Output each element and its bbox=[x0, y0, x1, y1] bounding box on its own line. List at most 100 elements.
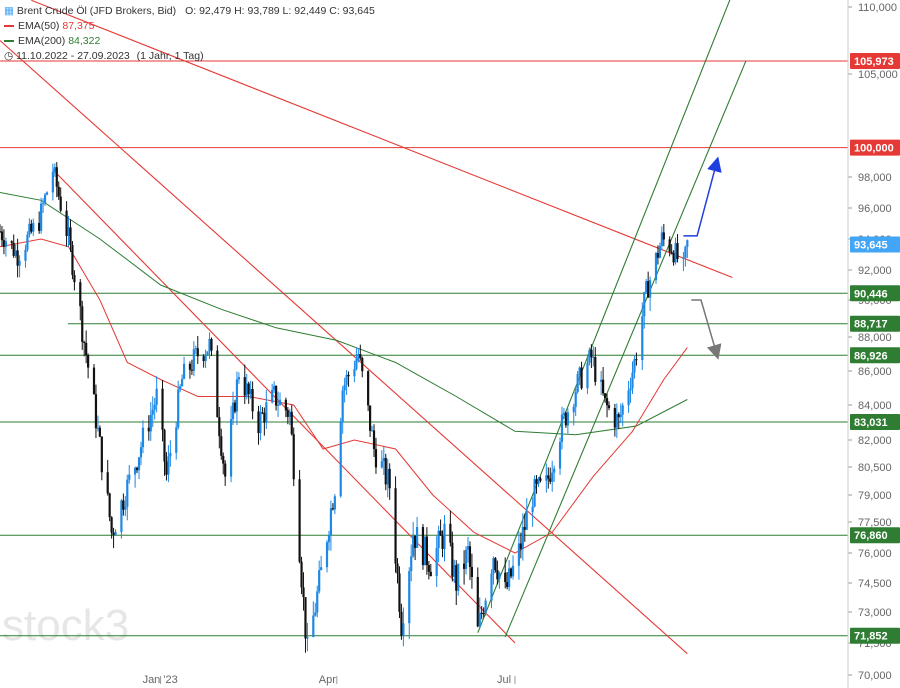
candle-body-13 bbox=[32, 222, 35, 232]
candle-body-193 bbox=[525, 512, 528, 530]
candle-body-68 bbox=[182, 363, 186, 379]
chart-legend: ▦ Brent Crude Öl (JFD Brokers, Bid) O: 9… bbox=[4, 4, 375, 64]
ema200-line bbox=[0, 192, 688, 436]
watermark: stock3 bbox=[2, 601, 129, 650]
candle-body-234 bbox=[641, 316, 644, 361]
candle-body-85 bbox=[231, 402, 235, 420]
x-tick-label-2: Jul bbox=[497, 674, 511, 686]
candle-body-76 bbox=[206, 351, 209, 356]
candle-body-45 bbox=[122, 500, 125, 510]
candle-body-140 bbox=[382, 458, 385, 462]
candle-body-57 bbox=[153, 404, 156, 410]
candle-body-134 bbox=[367, 371, 370, 406]
candle-body-26 bbox=[69, 227, 72, 246]
candle-body-47 bbox=[126, 479, 129, 507]
candle-body-236 bbox=[645, 281, 648, 293]
candle-body-88 bbox=[237, 377, 240, 380]
candle-body-64 bbox=[175, 427, 178, 453]
candle-body-242 bbox=[660, 232, 663, 247]
level-badge-5 bbox=[850, 347, 900, 364]
candle-body-135 bbox=[368, 405, 372, 431]
candle-body-70 bbox=[190, 369, 194, 371]
y-tick-label-14: 76,000 bbox=[858, 548, 892, 560]
level-badge-4 bbox=[850, 315, 900, 332]
candle-body-50 bbox=[135, 467, 139, 471]
candle-body-115 bbox=[314, 612, 317, 616]
candle-body-211 bbox=[576, 374, 579, 392]
candle-body-172 bbox=[468, 546, 472, 568]
ohlc-values: O: 92,479 H: 93,789 L: 92,449 C: 93,645 bbox=[185, 5, 375, 17]
chart-icon: ▦ bbox=[4, 5, 14, 17]
candle-body-29 bbox=[79, 282, 82, 307]
candle-body-154 bbox=[421, 527, 425, 566]
trendline-1 bbox=[52, 169, 516, 644]
candle-body-178 bbox=[484, 600, 487, 614]
candle-body-118 bbox=[320, 567, 323, 571]
candle-body-166 bbox=[453, 565, 456, 577]
candle-body-67 bbox=[181, 378, 184, 387]
candle-body-179 bbox=[490, 573, 493, 601]
y-tick-label-13: 77,500 bbox=[858, 517, 892, 529]
candle-body-16 bbox=[41, 203, 45, 205]
trendline-0 bbox=[0, 40, 688, 655]
candle-body-190 bbox=[519, 543, 522, 549]
candle-body-6 bbox=[14, 250, 17, 256]
y-tick-label-15: 74,500 bbox=[858, 578, 892, 590]
candle-body-216 bbox=[590, 349, 593, 358]
candle-body-212 bbox=[578, 367, 581, 375]
candle-body-139 bbox=[380, 461, 383, 468]
candle-body-138 bbox=[374, 449, 378, 468]
candle-body-243 bbox=[662, 232, 665, 240]
candle-body-214 bbox=[586, 362, 589, 389]
candle-body-101 bbox=[275, 385, 278, 406]
candle-body-141 bbox=[384, 458, 387, 485]
candle-body-215 bbox=[588, 349, 591, 363]
level-badge-label-2: 93,645 bbox=[854, 240, 888, 252]
candle-body-123 bbox=[333, 496, 336, 510]
candle-body-151 bbox=[412, 535, 415, 557]
candle-body-157 bbox=[427, 565, 430, 572]
candle-body-199 bbox=[545, 475, 548, 481]
candle-body-125 bbox=[341, 390, 344, 423]
candle-body-160 bbox=[437, 530, 440, 548]
candle-body-107 bbox=[290, 411, 293, 435]
candle-body-10 bbox=[26, 234, 29, 250]
candle-body-127 bbox=[345, 374, 348, 385]
candle-body-176 bbox=[480, 612, 483, 614]
candle-body-197 bbox=[537, 478, 540, 484]
candle-body-111 bbox=[302, 587, 305, 598]
candle-body-230 bbox=[629, 388, 632, 391]
candle-body-86 bbox=[233, 402, 237, 412]
candle-body-186 bbox=[508, 568, 511, 588]
candle-body-42 bbox=[112, 532, 115, 536]
candle-body-239 bbox=[654, 252, 658, 281]
candle-body-195 bbox=[533, 479, 536, 507]
candle-body-61 bbox=[165, 461, 168, 475]
ema200-swatch bbox=[4, 40, 14, 43]
candle-body-94 bbox=[257, 411, 260, 434]
candle-body-175 bbox=[478, 612, 481, 627]
chart-title: Brent Crude Öl (JFD Brokers, Bid) bbox=[16, 5, 177, 17]
candle-body-121 bbox=[329, 508, 333, 536]
candle-body-170 bbox=[464, 549, 468, 569]
candle-body-113 bbox=[306, 636, 309, 639]
candle-body-117 bbox=[318, 570, 321, 592]
candle-body-106 bbox=[288, 411, 291, 417]
x-tick-label-1: Apr bbox=[319, 674, 336, 686]
candle-body-62 bbox=[167, 456, 170, 475]
candle-body-248 bbox=[676, 243, 679, 259]
candle-body-156 bbox=[425, 536, 428, 566]
candle-body-82 bbox=[222, 455, 225, 464]
candle-body-74 bbox=[202, 356, 205, 362]
y-tick-label-18: 70,000 bbox=[858, 670, 892, 682]
candle-body-208 bbox=[566, 412, 569, 426]
y-tick-label-9: 84,000 bbox=[858, 400, 892, 412]
candle-body-60 bbox=[163, 429, 166, 462]
candle-body-158 bbox=[429, 571, 432, 577]
candle-body-192 bbox=[523, 526, 526, 530]
candle-body-204 bbox=[558, 441, 562, 469]
ema200-name: EMA(200) bbox=[18, 35, 66, 47]
candle-body-221 bbox=[603, 393, 607, 399]
candle-body-188 bbox=[511, 565, 515, 577]
candle-body-203 bbox=[553, 468, 556, 473]
